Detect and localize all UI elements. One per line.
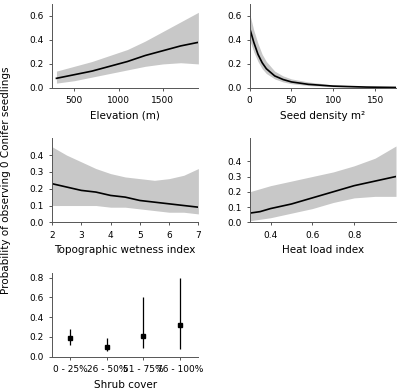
X-axis label: Elevation (m): Elevation (m): [90, 111, 160, 121]
Text: Probability of observing 0 Conifer seedlings: Probability of observing 0 Conifer seedl…: [1, 67, 11, 294]
X-axis label: Topographic wetness index: Topographic wetness index: [54, 245, 196, 255]
X-axis label: Shrub cover: Shrub cover: [94, 379, 157, 390]
X-axis label: Heat load index: Heat load index: [282, 245, 364, 255]
X-axis label: Seed density m²: Seed density m²: [280, 111, 365, 121]
